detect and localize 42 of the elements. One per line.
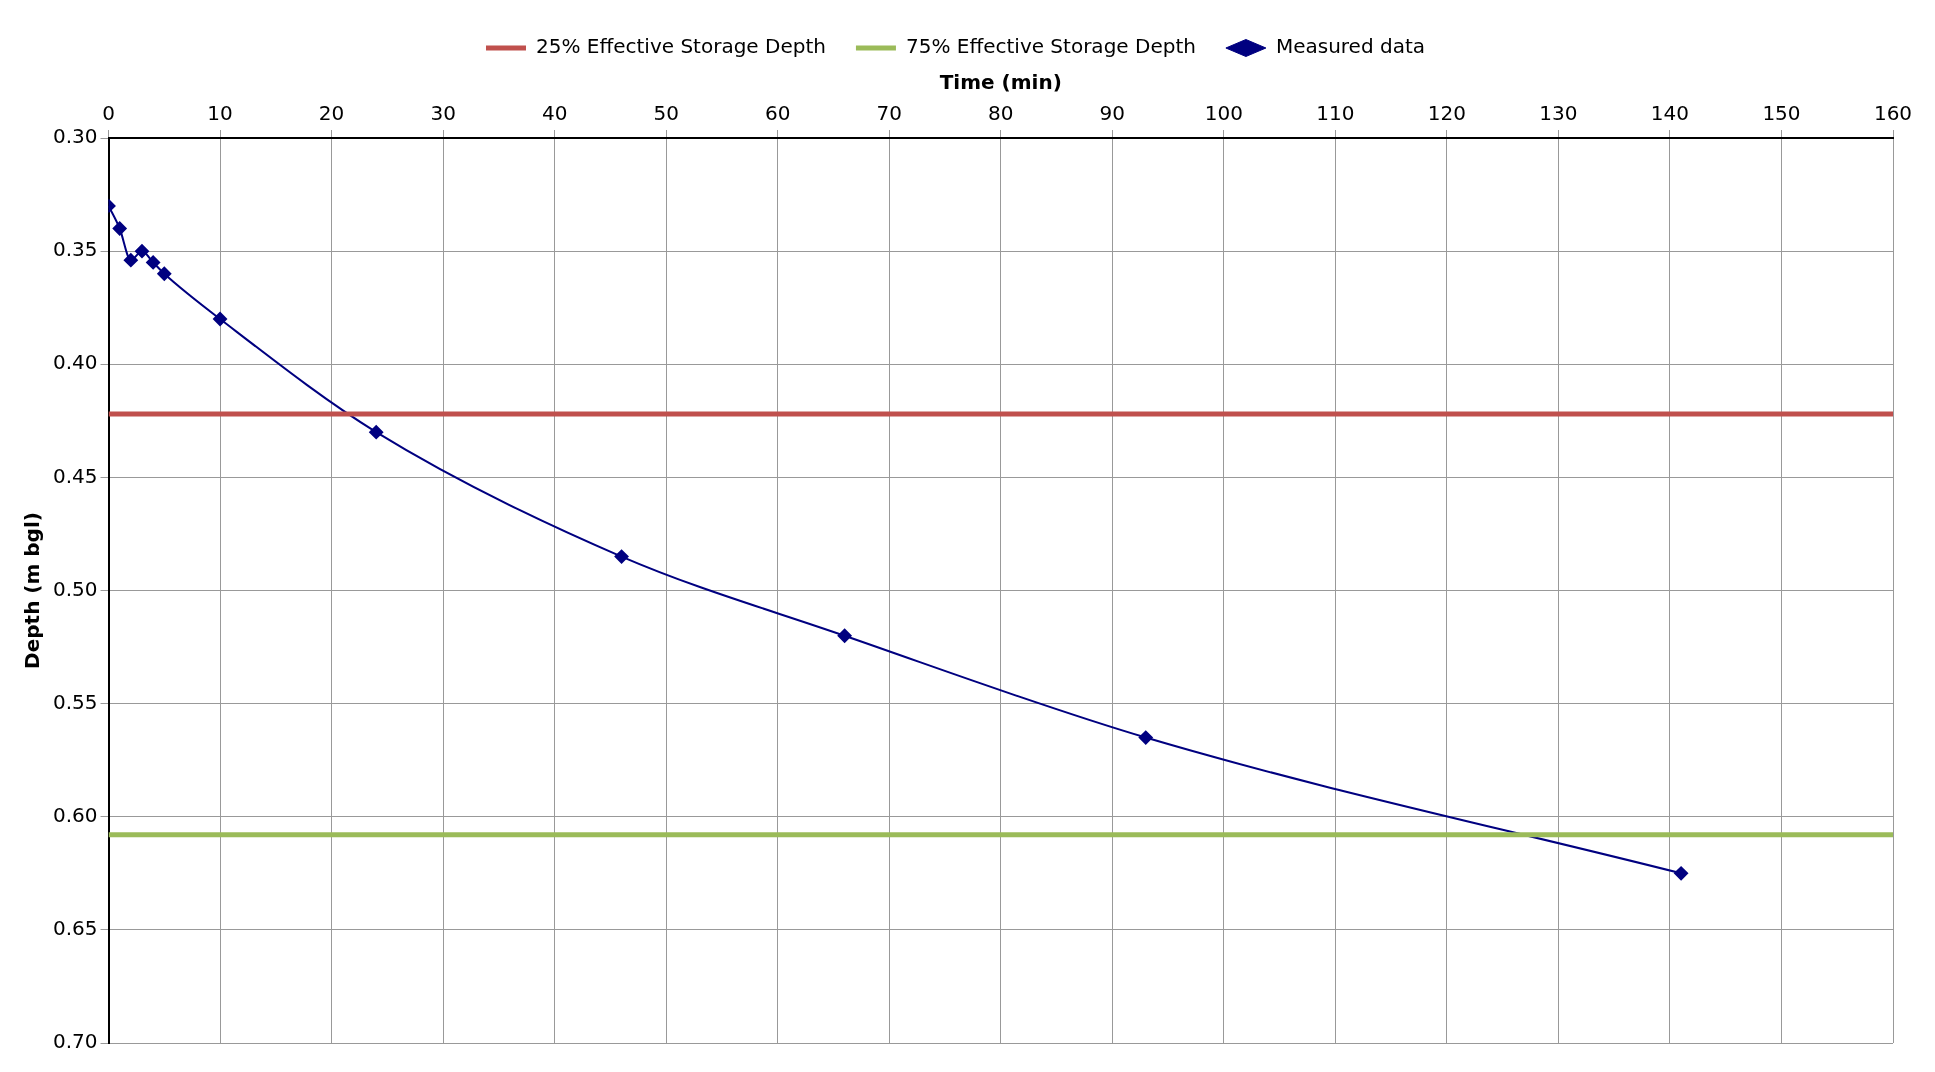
y-tick-label: 0.55: [53, 689, 98, 714]
y-tick-label: 0.60: [53, 802, 98, 827]
point: [614, 549, 629, 564]
x-tick-label: 70: [876, 101, 902, 126]
y-tick-label: 0.35: [53, 237, 98, 262]
point: [157, 266, 172, 281]
x-tick-label: 80: [988, 101, 1014, 126]
point: [837, 628, 852, 643]
x-tick-label: 50: [653, 101, 679, 126]
point: [134, 244, 149, 259]
legend-label: 75% Effective Storage Depth: [905, 34, 1196, 59]
point: [123, 253, 138, 268]
y-tick-label: 0.45: [53, 463, 98, 488]
legend-label: 25% Effective Storage Depth: [536, 34, 826, 59]
y-tick-label: 0.65: [53, 916, 98, 941]
point: [369, 425, 384, 440]
x-tick-label: 150: [1762, 101, 1801, 126]
x-tick-label: 120: [1427, 101, 1466, 126]
x-tick-label: 160: [1873, 101, 1913, 126]
x-tick-label: 0: [102, 101, 115, 126]
point: [1674, 866, 1689, 881]
x-tick-label: 110: [1316, 101, 1355, 126]
point: [112, 221, 127, 236]
y-axis-title: Depth (m bgl): [20, 512, 45, 669]
x-axis-title: Time (min): [939, 70, 1062, 95]
x-tick-label: 60: [764, 101, 791, 126]
x-tick-label: 40: [541, 101, 568, 126]
point: [213, 312, 228, 326]
x-tick-label: 30: [430, 101, 456, 126]
x-tick-label: 100: [1204, 101, 1243, 126]
x-tick-label: 140: [1650, 101, 1690, 126]
y-tick-label: 0.40: [53, 350, 98, 375]
x-tick-label: 130: [1539, 101, 1578, 126]
x-tick-label: 90: [1099, 101, 1126, 126]
x-tick-label: 20: [318, 101, 345, 126]
x-tick-label: 10: [207, 101, 233, 126]
y-tick-label: 0.50: [53, 576, 98, 601]
y-tick-label: 0.70: [53, 1029, 98, 1054]
point: [1138, 730, 1153, 745]
legend-label: Measured data: [1275, 34, 1426, 59]
point: [146, 255, 161, 270]
y-tick-label: 0.30: [53, 124, 98, 149]
